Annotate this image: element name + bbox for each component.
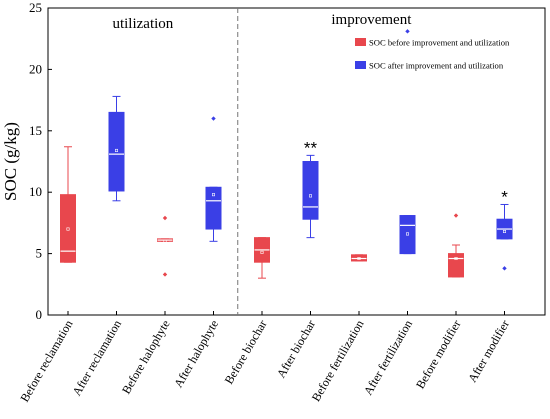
legend-swatch — [355, 38, 366, 46]
x-tick-label: After reclamation — [69, 318, 124, 399]
x-tick-label: After fertilization — [361, 318, 415, 398]
box-iqr — [60, 194, 76, 263]
y-tick-label: 15 — [29, 123, 42, 138]
y-axis-label: SOC (g/kg) — [1, 122, 20, 201]
plot-frame — [47, 7, 546, 316]
legend-swatch — [355, 61, 366, 69]
chart-marks: 0 5 10 15 20 25 SOC (g/kg) utilization improveme… — [1, 0, 546, 405]
box-mean — [212, 193, 216, 197]
box-mean — [308, 194, 312, 198]
box-iqr — [448, 253, 464, 278]
outlier-point — [502, 266, 507, 271]
box-iqr — [399, 215, 416, 255]
outlier-point — [405, 29, 410, 34]
box-mean — [260, 250, 264, 254]
y-tick-label: 20 — [29, 61, 42, 76]
x-tick-label: After biochar — [274, 318, 318, 381]
section-label-utilization: utilization — [112, 16, 173, 32]
outlier-point — [162, 215, 168, 221]
box-mean — [357, 257, 361, 261]
x-tick-label: After modifier — [465, 317, 512, 384]
box-mean — [66, 227, 70, 231]
x-tick-label: Before reclamation — [17, 318, 75, 405]
outlier-point — [211, 116, 216, 121]
x-tick-label: Before biochar — [222, 318, 270, 387]
significance-mark: ** — [304, 138, 318, 157]
y-tick-label: 10 — [29, 184, 42, 199]
legend-label: SOC before improvement and utilization — [369, 38, 510, 48]
outlier-point — [162, 272, 168, 277]
box-mean — [405, 232, 409, 236]
box-iqr — [351, 254, 367, 262]
x-tick-label: Before modifier — [413, 317, 464, 391]
y-tick-label: 25 — [29, 0, 42, 15]
section-label-improvement: improvement — [331, 12, 412, 28]
y-tick-label: 5 — [36, 246, 43, 261]
x-tick-label: After halophyte — [171, 318, 221, 391]
box-mean — [115, 148, 119, 152]
box-mean — [502, 229, 506, 233]
box-iqr — [205, 186, 222, 230]
box-mean — [454, 257, 458, 261]
outlier-point — [453, 213, 459, 218]
x-tick-label: Before halophyte — [119, 318, 173, 397]
box-mean — [163, 239, 167, 243]
x-tick-label: Before fertilization — [309, 318, 367, 404]
legend-label: SOC after improvement and utilization — [369, 61, 504, 71]
y-tick-label: 0 — [36, 307, 43, 322]
box-iqr — [302, 161, 319, 220]
significance-mark: * — [501, 187, 508, 206]
